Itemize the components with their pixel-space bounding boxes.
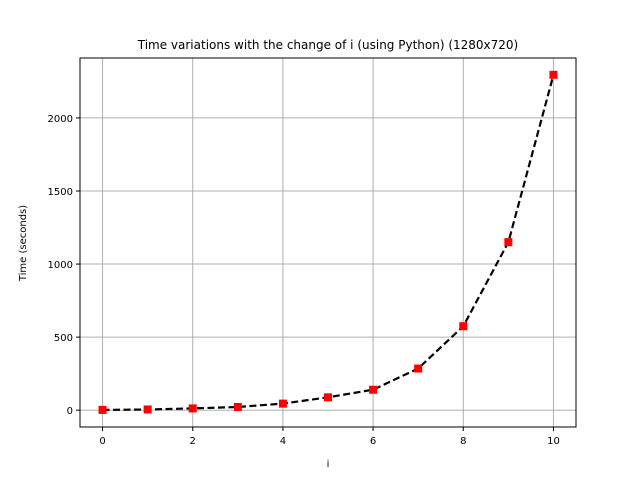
y-tick-label: 500 bbox=[54, 333, 73, 344]
x-tick-label: 2 bbox=[190, 436, 196, 447]
y-axis: 0 500 1000 1500 2000 bbox=[48, 114, 80, 417]
data-point-marker bbox=[414, 364, 423, 373]
y-tick-label: 1000 bbox=[48, 260, 73, 271]
series bbox=[98, 70, 558, 414]
x-tick-label: 0 bbox=[99, 436, 105, 447]
data-point-marker bbox=[143, 405, 152, 414]
x-tick-label: 8 bbox=[460, 436, 466, 447]
x-tick-label: 6 bbox=[370, 436, 376, 447]
x-tick-label: 10 bbox=[547, 436, 560, 447]
grid bbox=[80, 58, 576, 427]
y-tick-label: 0 bbox=[67, 406, 73, 417]
data-point-marker bbox=[324, 393, 332, 402]
x-axis-title: i bbox=[327, 459, 330, 470]
data-point-marker bbox=[459, 322, 468, 331]
data-point-marker bbox=[233, 402, 242, 411]
data-point-marker bbox=[369, 385, 378, 394]
data-point-marker bbox=[188, 404, 197, 413]
x-axis: 0 2 4 6 8 10 bbox=[99, 427, 560, 447]
y-axis-title: Time (seconds) bbox=[18, 205, 29, 282]
data-point-marker bbox=[278, 399, 287, 408]
y-tick-label: 1500 bbox=[48, 187, 73, 198]
chart-title: Time variations with the change of i (us… bbox=[137, 38, 519, 52]
y-tick-label: 2000 bbox=[48, 114, 73, 125]
data-point-marker bbox=[98, 405, 107, 414]
data-point-marker bbox=[504, 238, 513, 247]
data-point-marker bbox=[549, 70, 558, 79]
x-tick-label: 4 bbox=[280, 436, 286, 447]
plot-frame bbox=[79, 57, 577, 428]
